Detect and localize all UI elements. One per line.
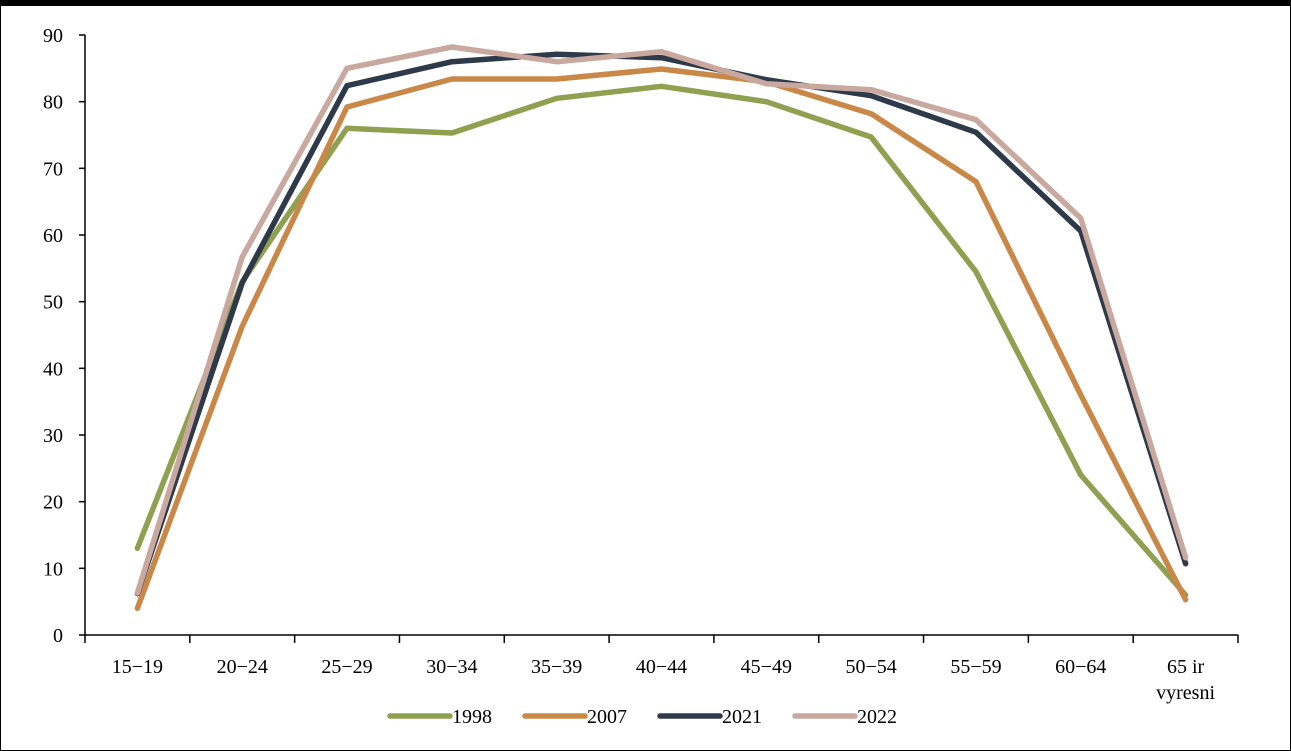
data-point-2021: [239, 280, 245, 286]
y-tick-label: 90: [43, 25, 63, 47]
data-point-2007: [973, 179, 979, 185]
data-point-2007: [1078, 392, 1084, 398]
data-point-2007: [868, 111, 874, 117]
y-tick-label: 10: [43, 558, 63, 580]
legend-label-2022: 2022: [857, 706, 897, 728]
data-point-2022: [554, 59, 560, 65]
data-point-2007: [239, 323, 245, 329]
x-tick-label-line: 30−34: [426, 656, 477, 678]
legend-label-2021: 2021: [722, 706, 762, 728]
axes: [84, 35, 1238, 636]
data-point-2022: [134, 590, 140, 596]
data-point-2021: [868, 93, 874, 99]
legend-label-1998: 1998: [452, 706, 492, 728]
y-tick-label: 70: [43, 158, 63, 180]
data-point-2022: [1078, 215, 1084, 221]
data-point-1998: [554, 95, 560, 101]
y-tick-label: 40: [43, 358, 63, 380]
data-point-2022: [973, 117, 979, 123]
x-tick-label: 35−39: [531, 656, 582, 678]
x-tick-label: 50−54: [845, 656, 896, 678]
x-tick-label-line: 60−64: [1055, 656, 1106, 678]
series-line-2021: [134, 51, 1189, 597]
x-tick-label: 65 ir vyresni: [1156, 656, 1215, 704]
y-tick-label: 80: [43, 92, 63, 114]
y-tick-label: 20: [43, 492, 63, 514]
x-tick-label-line: 25−29: [321, 656, 372, 678]
y-tick-label: 0: [53, 625, 63, 647]
x-tick-label: 25−29: [321, 656, 372, 678]
x-tick-label: 60−64: [1055, 656, 1106, 678]
series-line-2007: [134, 66, 1189, 612]
y-tick-label: 60: [43, 225, 63, 247]
data-point-2022: [659, 49, 664, 55]
data-point-2021: [1183, 561, 1189, 567]
x-tick-label-line: 65 ir: [1167, 656, 1205, 678]
x-tick-label: 55−59: [950, 656, 1001, 678]
data-point-2007: [449, 76, 455, 82]
x-tick-label: 20−24: [217, 656, 268, 678]
data-point-2022: [239, 254, 245, 260]
y-tick-label: 30: [43, 425, 63, 447]
data-point-2022: [868, 87, 874, 93]
x-tick-label: 45−49: [741, 656, 792, 678]
data-point-2021: [554, 51, 560, 57]
x-tick-label-line: 15−19: [112, 656, 163, 678]
x-tick-label: 30−34: [426, 656, 477, 678]
x-tick-label-line: 35−39: [531, 656, 582, 678]
data-point-1998: [344, 125, 350, 131]
data-point-2022: [763, 81, 769, 87]
data-point-1998: [1078, 472, 1084, 478]
x-tick-label-line: vyresni: [1156, 682, 1215, 704]
series-lines: [134, 44, 1189, 612]
series-line-2022: [134, 44, 1189, 596]
data-point-2007: [344, 104, 350, 110]
x-tick-label: 40−44: [636, 656, 687, 678]
data-point-2007: [1183, 597, 1189, 603]
data-point-1998: [763, 99, 769, 105]
top-rule: [0, 0, 1291, 6]
x-tick-label-line: 20−24: [217, 656, 268, 678]
data-point-2021: [449, 59, 455, 65]
x-tick-label: 15−19: [112, 656, 163, 678]
data-point-1998: [868, 134, 874, 140]
y-tick-label: 50: [43, 292, 63, 314]
data-point-2021: [344, 83, 350, 89]
data-point-2022: [449, 44, 455, 50]
data-point-2021: [659, 55, 664, 61]
x-tick-label-line: 45−49: [741, 656, 792, 678]
data-point-1998: [973, 269, 979, 275]
y-axis-ticks: 0 10 20 30 40 50 60 70 80 90: [43, 25, 85, 647]
legend-label-2007: 2007: [587, 706, 627, 728]
x-tick-label-line: 50−54: [845, 656, 896, 678]
data-point-2022: [1183, 555, 1189, 561]
legend: 1998 2007 2021 2022: [387, 706, 897, 728]
data-point-2021: [973, 129, 979, 135]
x-tick-label-line: 40−44: [636, 656, 687, 678]
data-point-1998: [659, 83, 664, 89]
data-point-2007: [554, 76, 560, 82]
data-point-2007: [134, 605, 140, 611]
data-point-2022: [344, 65, 350, 71]
x-tick-label-line: 55−59: [950, 656, 1001, 678]
data-point-1998: [134, 545, 140, 551]
data-point-1998: [449, 130, 455, 136]
data-point-2007: [659, 66, 664, 72]
x-axis-ticks: 15−19 20−24 25−29 30−34 35−39 40−44 45−49 50−54…: [84, 635, 1239, 704]
